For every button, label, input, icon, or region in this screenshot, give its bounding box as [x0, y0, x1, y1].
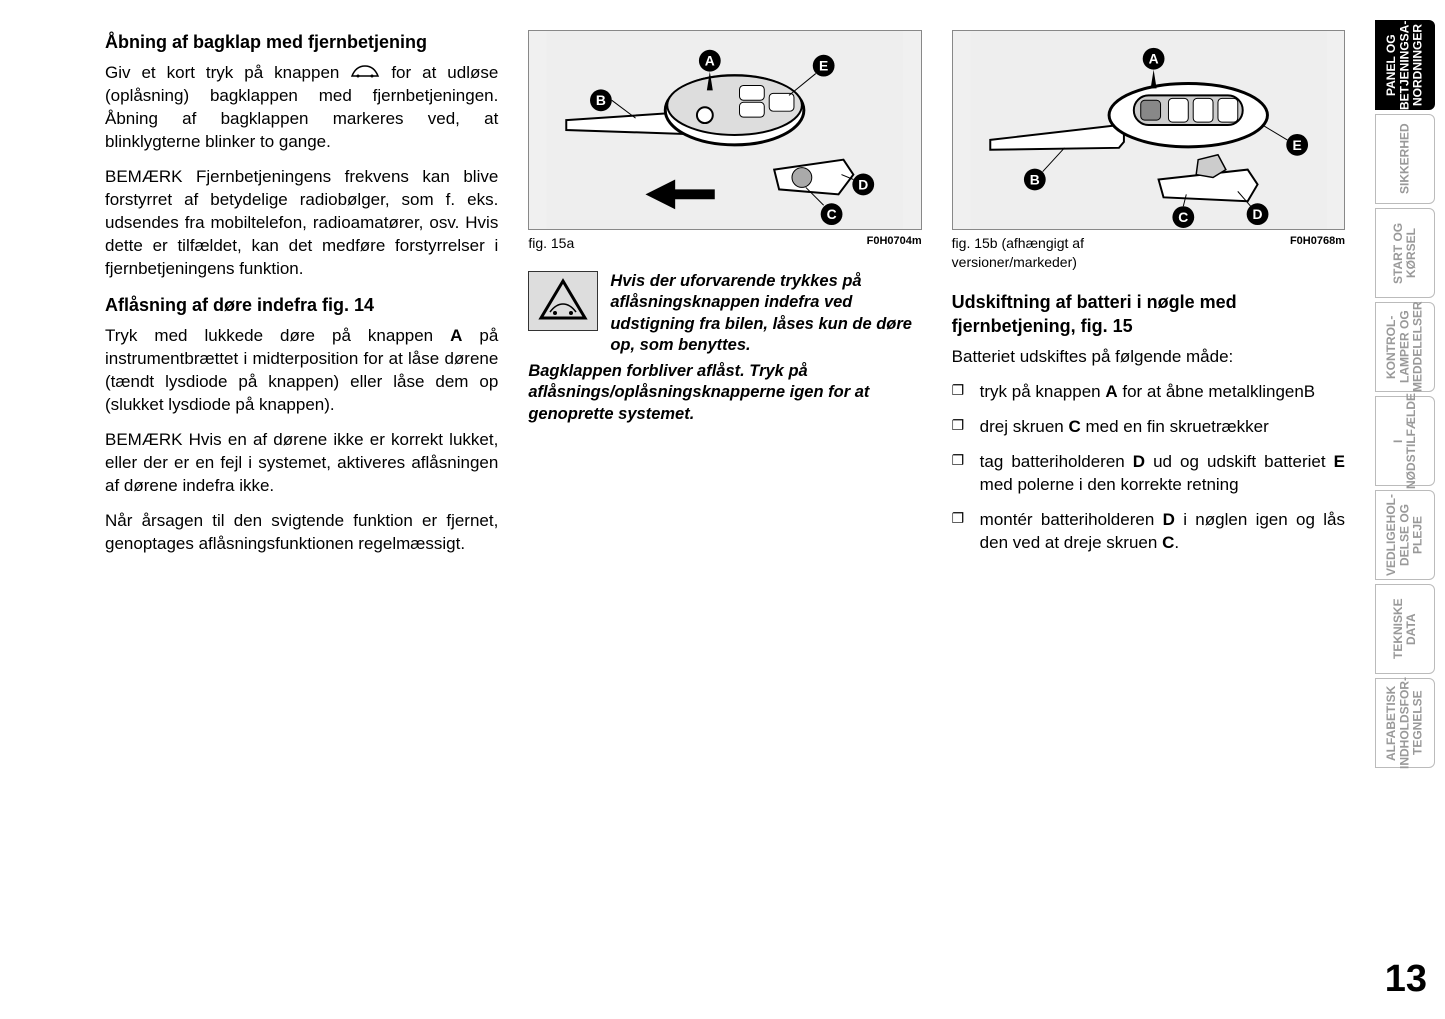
trunk-icon — [350, 62, 380, 85]
step-3: tag batteriholderen D ud og udskift batt… — [952, 451, 1345, 497]
heading-battery: Udskiftning af batteri i nøgle med fjern… — [952, 290, 1345, 339]
side-tab[interactable]: I NØDSTILFÆLDE — [1375, 396, 1435, 486]
svg-text:A: A — [705, 53, 715, 69]
svg-text:E: E — [819, 58, 828, 74]
warning-text-2: Bagklappen forbliver aflåst. Tryk på afl… — [528, 361, 921, 425]
side-tab[interactable]: KONTROL- LAMPER OG MEDDELELSER — [1375, 302, 1435, 392]
para-trunk-1: Giv et kort tryk på knappen for at udløs… — [105, 62, 498, 154]
svg-text:C: C — [1178, 209, 1188, 225]
svg-text:D: D — [1252, 206, 1262, 222]
para-lock-resume: Når årsagen til den svigtende funktion e… — [105, 510, 498, 556]
svg-text:A: A — [1148, 51, 1158, 67]
svg-text:B: B — [596, 92, 606, 108]
para-lock-1: Tryk med lukkede døre på knappen A på in… — [105, 325, 498, 417]
figure-15b: A B C D E — [952, 30, 1345, 230]
para-trunk-1a: Giv et kort tryk på knappen — [105, 63, 350, 82]
side-tab[interactable]: TEKNISKE DATA — [1375, 584, 1435, 674]
fig15a-label: fig. 15a — [528, 234, 574, 253]
side-tab[interactable]: VEDLIGEHOL- DELSE OG PLEJE — [1375, 490, 1435, 580]
figure-15a: A B C D E — [528, 30, 921, 230]
svg-text:B: B — [1029, 171, 1039, 187]
svg-text:E: E — [1292, 137, 1301, 153]
fig15a-code: F0H0704m — [867, 234, 922, 253]
side-tab[interactable]: ALFABETISK INDHOLDSFOR- TEGNELSE — [1375, 678, 1435, 768]
fig15b-code: F0H0768m — [1290, 234, 1345, 272]
heading-lock-inside: Aflåsning af døre indefra fig. 14 — [105, 293, 498, 317]
page-number: 13 — [1385, 958, 1427, 1001]
step-4: montér batteriholderen D i nøglen igen o… — [952, 509, 1345, 555]
para-note-freq: BEMÆRK Fjernbetjeningens frekvens kan bl… — [105, 166, 498, 281]
fig15b-label: fig. 15b (afhængigt af versioner/markede… — [952, 234, 1182, 272]
side-tabs: PANEL OG BETJENINGSA- NORDNINGERSIKKERHE… — [1375, 20, 1435, 772]
svg-text:D: D — [859, 176, 869, 192]
heading-trunk-open: Åbning af bagklap med fjernbetjening — [105, 30, 498, 54]
step-1: tryk på knappen A for at åbne metalkling… — [952, 381, 1345, 404]
warning-text-1: Hvis der uforvarende trykkes på aflåsnin… — [610, 271, 921, 357]
side-tab[interactable]: PANEL OG BETJENINGSA- NORDNINGER — [1375, 20, 1435, 110]
svg-text:C: C — [827, 206, 837, 222]
step-2: drej skruen C med en fin skruetrækker — [952, 416, 1345, 439]
para-lock-note: BEMÆRK Hvis en af dørene ikke er korrekt… — [105, 429, 498, 498]
para-battery-intro: Batteriet udskiftes på følgende måde: — [952, 346, 1345, 369]
side-tab[interactable]: SIKKERHED — [1375, 114, 1435, 204]
side-tab[interactable]: START OG KØRSEL — [1375, 208, 1435, 298]
warning-icon — [528, 271, 598, 331]
